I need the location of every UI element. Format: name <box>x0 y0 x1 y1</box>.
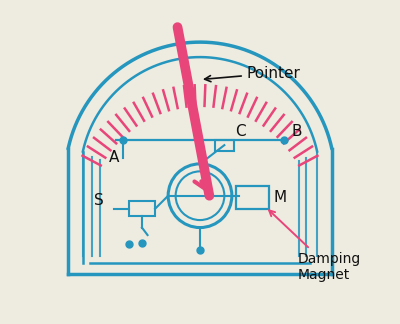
Text: M: M <box>273 190 286 205</box>
Text: A: A <box>109 150 119 165</box>
Text: S: S <box>94 193 104 208</box>
Bar <box>129 201 155 216</box>
Text: B: B <box>292 124 302 139</box>
Text: Damping
Magnet: Damping Magnet <box>269 210 361 282</box>
Text: C: C <box>236 124 246 139</box>
Bar <box>236 186 269 209</box>
Text: Pointer: Pointer <box>205 66 301 82</box>
Bar <box>215 140 234 151</box>
